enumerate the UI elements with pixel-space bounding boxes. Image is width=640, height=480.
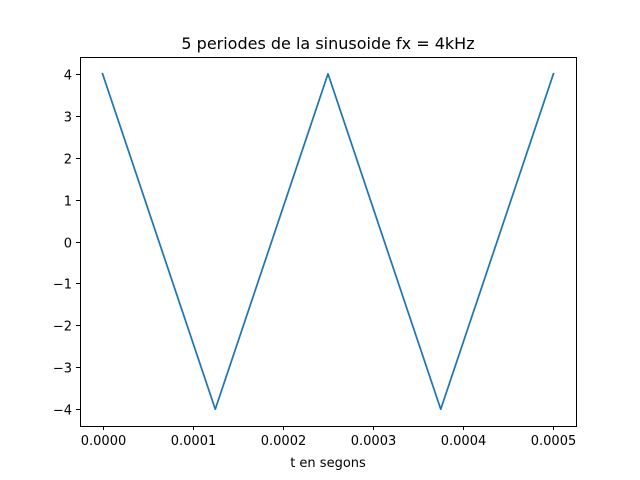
x-axis-label: t en segons: [290, 456, 366, 471]
x-tick-label: 0.0004: [441, 434, 487, 449]
series-line-0: [101, 72, 555, 411]
y-tick-label: −2: [53, 320, 72, 335]
plot-area: 0.0000 0.0001 0.0002 0.0003 0.0004 0.0005 4 3 2 1…: [53, 69, 576, 450]
x-tick-label: 0.0001: [171, 434, 217, 449]
chart-title: 5 periodes de la sinusoide fx = 4kHz: [181, 34, 474, 53]
x-tick-label: 0.0000: [81, 434, 127, 449]
y-tick-label: 0: [64, 237, 72, 252]
y-tick-label: −1: [53, 278, 72, 293]
x-tick-label: 0.0005: [531, 434, 577, 449]
y-tick-label: 3: [64, 111, 72, 126]
plot-frame: [80, 57, 577, 427]
y-tick-label: 2: [64, 153, 72, 168]
x-tick-label: 0.0003: [351, 434, 397, 449]
x-tick-label: 0.0002: [261, 434, 307, 449]
y-tick-label: 1: [64, 195, 72, 210]
y-tick-label: −4: [53, 404, 72, 419]
y-tick-label: −3: [53, 362, 72, 377]
y-tick-label: 4: [64, 69, 72, 84]
